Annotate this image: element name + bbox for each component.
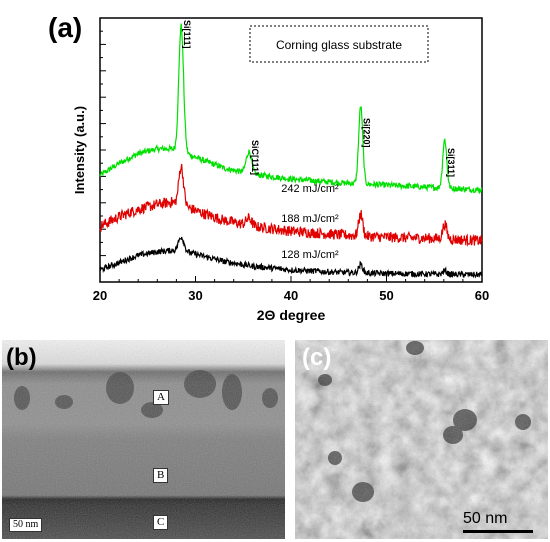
peak-label: Si[311] <box>446 148 456 177</box>
scale-bar-c-label: 50 nm <box>463 510 508 527</box>
chart-series <box>99 23 483 279</box>
series-line <box>99 236 483 279</box>
scale-bar-c <box>463 530 533 533</box>
layer-label-a: A <box>153 390 169 405</box>
layer-label-c: C <box>153 515 169 530</box>
tem-image-b: A B C 50 nm <box>2 340 285 539</box>
peak-label: Si[111] <box>182 20 192 49</box>
x-tick-label: 30 <box>188 288 202 303</box>
layer-label-b: B <box>153 468 169 483</box>
tem-c-texture <box>295 340 548 539</box>
x-tick-label: 40 <box>284 288 298 303</box>
series-label: 188 mJ/cm² <box>281 213 339 225</box>
x-tick-label: 50 <box>379 288 393 303</box>
scale-bar-b: 50 nm <box>9 518 43 532</box>
chart-labels: Corning glass substrate 242 mJ/cm² 188 mJ/… <box>182 20 456 261</box>
panel-label-b: (b) <box>6 344 37 371</box>
legend-box <box>249 25 429 63</box>
x-tick-label: 20 <box>93 288 107 303</box>
series-line <box>99 23 483 195</box>
peak-label: Si[220] <box>362 118 372 148</box>
y-axis-label: Intensity (a.u.) <box>72 106 87 194</box>
panel-label-a: (a) <box>48 12 83 43</box>
chart-axes: 20 30 40 50 60 2Θ degree Intensity (a.u.) <box>72 17 489 323</box>
peak-label: SiC[111] <box>250 140 260 175</box>
legend-box-text: Corning glass substrate <box>276 38 402 52</box>
panel-label-c: (c) <box>302 344 332 371</box>
series-label: 128 mJ/cm² <box>281 249 339 261</box>
tem-b-texture <box>2 340 285 539</box>
series-line <box>99 163 483 247</box>
x-tick-label: 60 <box>475 288 489 303</box>
xrd-chart: 20 30 40 50 60 2Θ degree Intensity (a.u.) Corn… <box>72 17 489 323</box>
tem-image-c: 50 nm <box>295 340 548 539</box>
x-axis-label: 2Θ degree <box>257 307 326 323</box>
series-label: 242 mJ/cm² <box>281 183 339 195</box>
